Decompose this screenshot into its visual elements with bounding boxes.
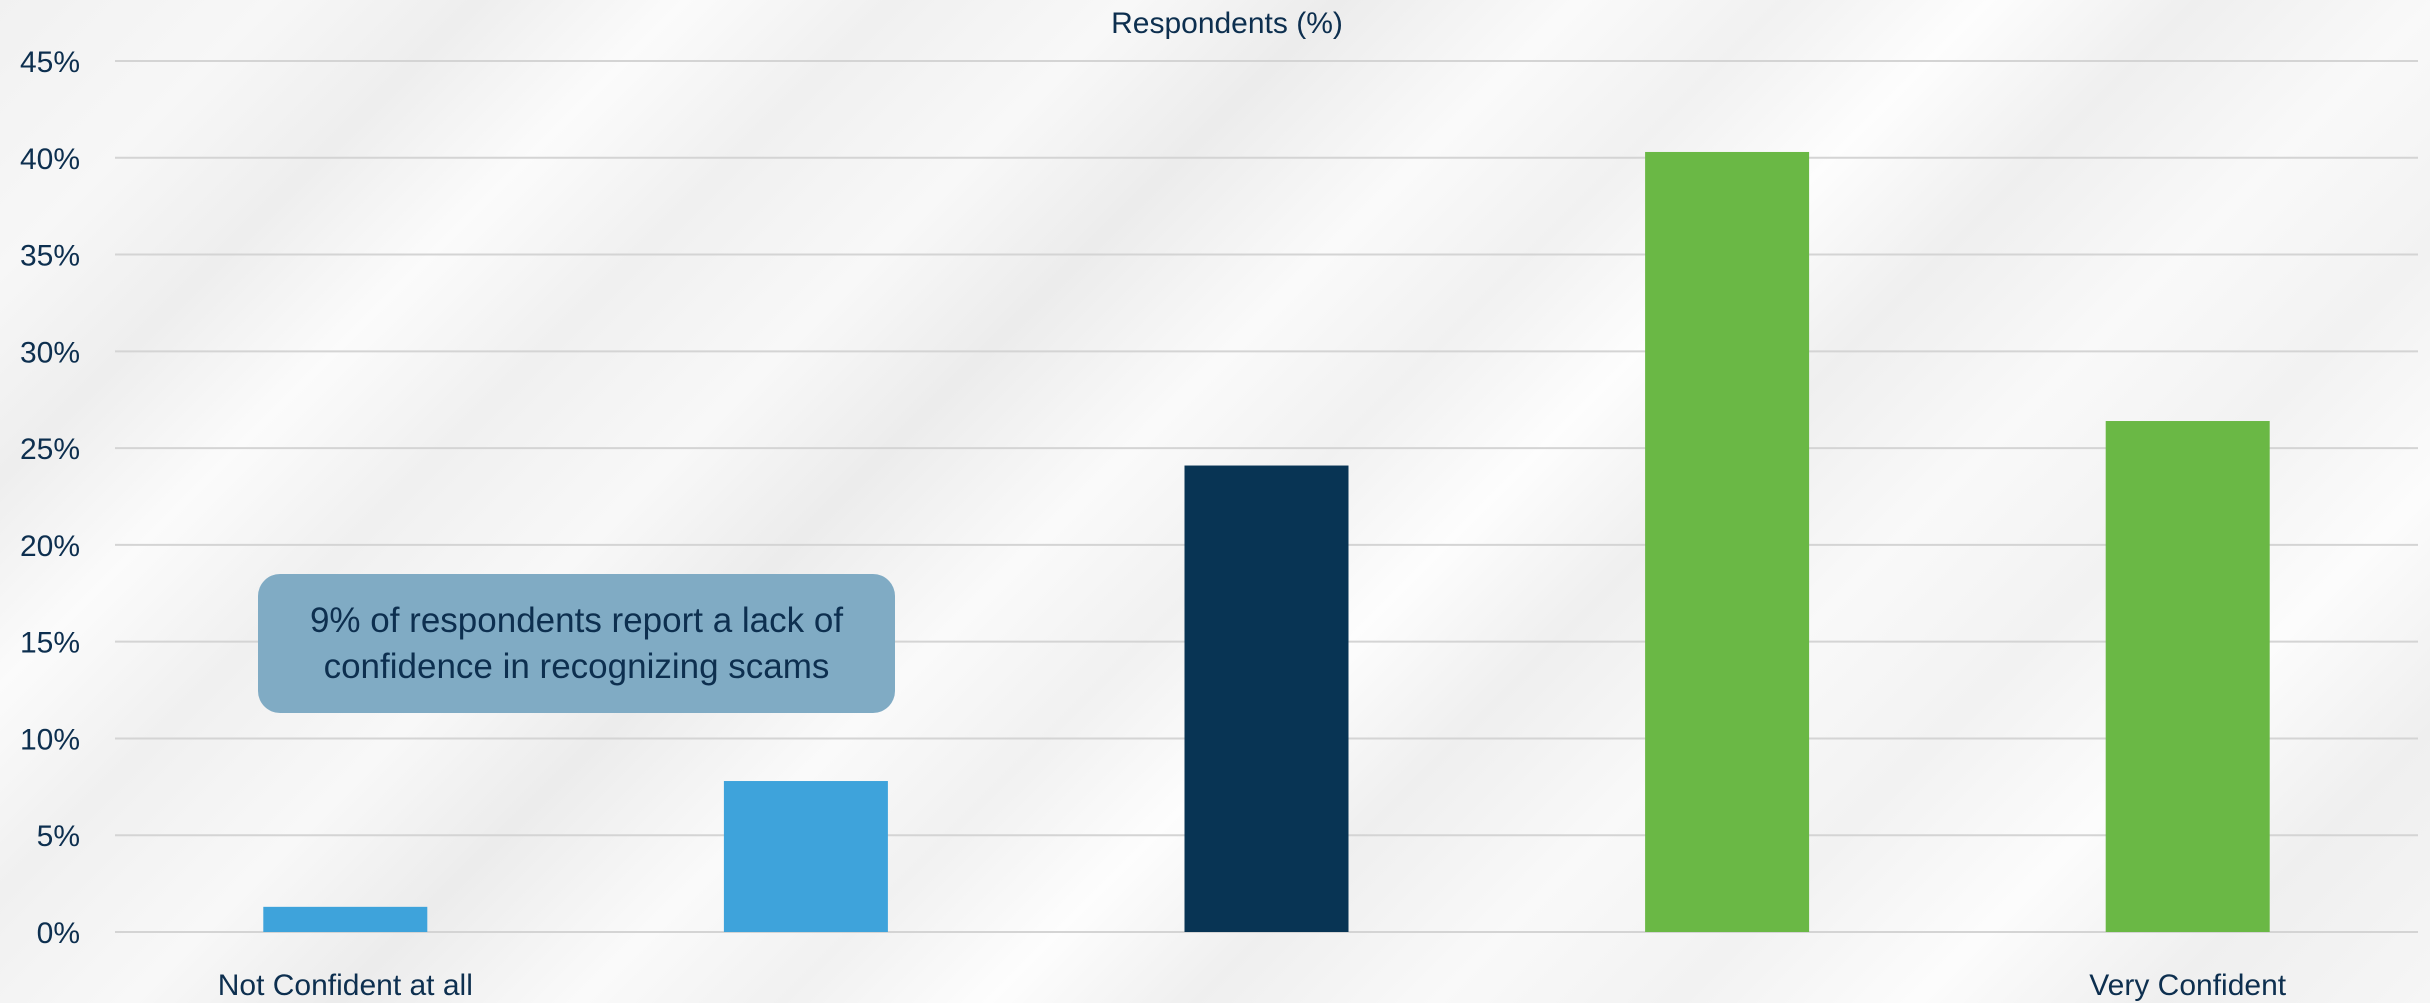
y-tick-label: 20% (20, 530, 80, 563)
y-tick-label: 5% (37, 820, 80, 853)
bar (723, 781, 888, 932)
bar (263, 906, 428, 932)
y-tick-label: 30% (20, 336, 80, 369)
y-tick-label: 45% (20, 46, 80, 79)
chart-title: Respondents (%) (1111, 7, 1343, 40)
bar (1645, 151, 1810, 932)
bar (2105, 421, 2270, 932)
y-tick-label: 35% (20, 240, 80, 273)
y-tick-label: 10% (20, 723, 80, 756)
annotation-callout: 9% of respondents report a lack of confi… (258, 574, 895, 713)
y-tick-label: 25% (20, 433, 80, 466)
y-tick-label: 15% (20, 627, 80, 660)
bar (1184, 465, 1349, 932)
x-category-label: Very Confident (2089, 969, 2286, 1002)
annotation-text: 9% of respondents report a lack of confi… (309, 600, 844, 686)
y-tick-label: 0% (37, 917, 80, 950)
y-tick-label: 40% (20, 143, 80, 176)
x-category-label: Not Confident at all (218, 969, 473, 1002)
